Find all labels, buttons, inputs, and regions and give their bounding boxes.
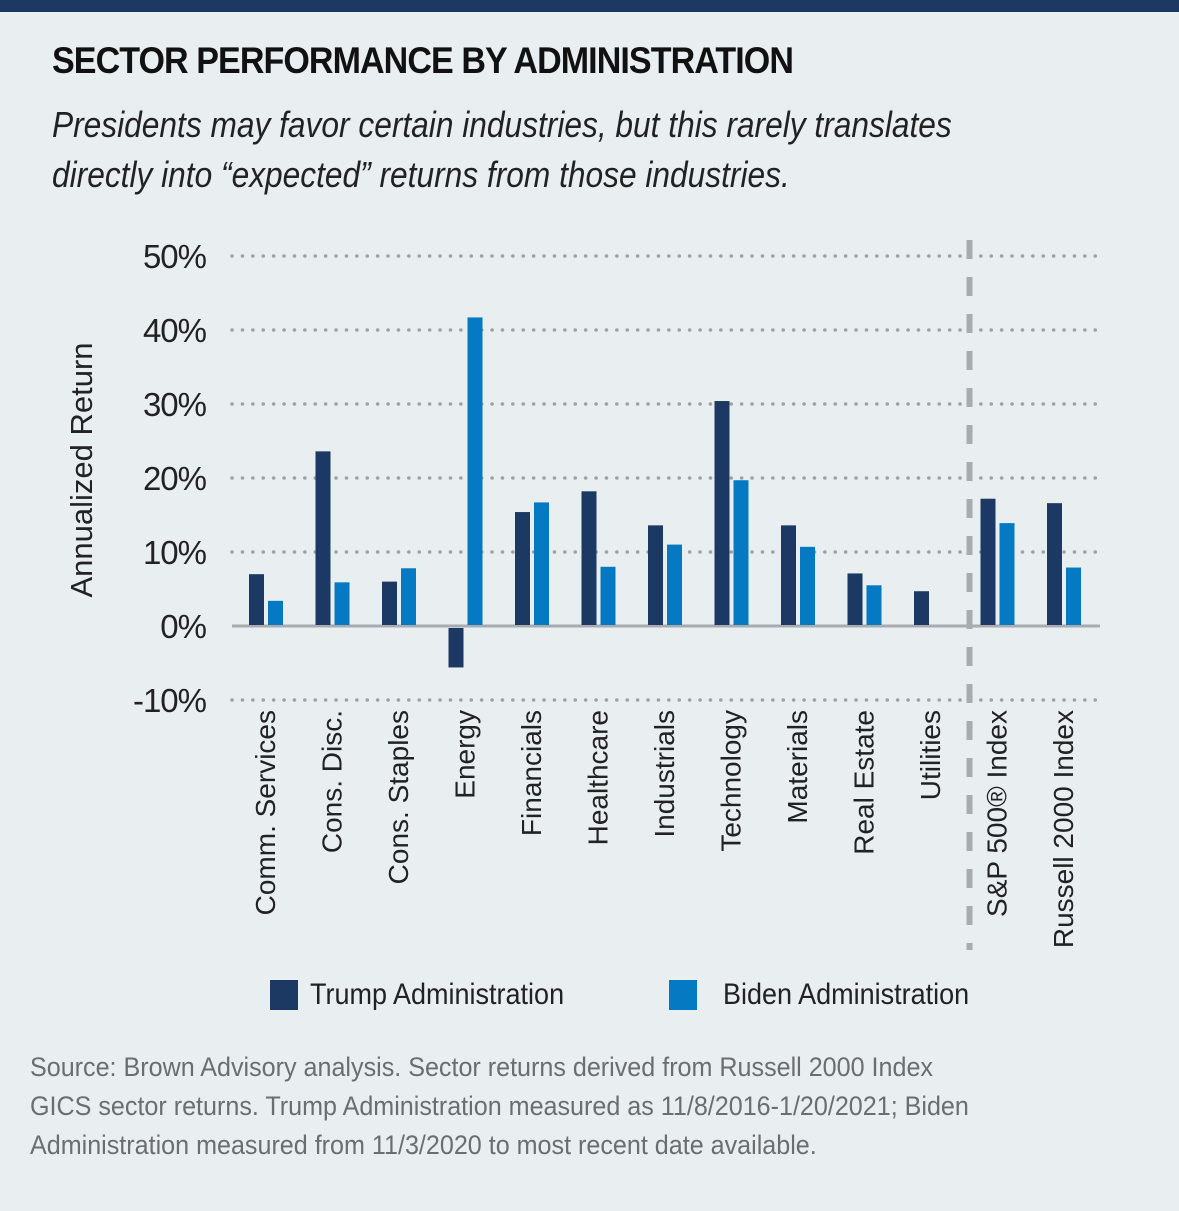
x-tick-label: Materials bbox=[782, 710, 813, 824]
bar-trump bbox=[914, 591, 929, 625]
x-tick-label: Cons. Disc. bbox=[317, 710, 348, 853]
x-tick-label: Utilities bbox=[915, 710, 946, 800]
legend-swatch-biden bbox=[669, 980, 697, 1010]
bar-biden bbox=[534, 502, 549, 625]
bar-biden bbox=[866, 585, 882, 625]
source-line: Source: Brown Advisory analysis. Sector … bbox=[30, 1052, 933, 1082]
x-tick-label: Industrials bbox=[649, 710, 680, 838]
bar-biden bbox=[600, 566, 616, 625]
legend-label-biden: Biden Administration bbox=[723, 978, 970, 1011]
bar-trump bbox=[315, 451, 331, 625]
x-tick-label: Energy bbox=[450, 710, 481, 799]
x-tick-label: S&P 500® Index bbox=[982, 710, 1013, 917]
bar-trump bbox=[515, 512, 530, 625]
bar-trump bbox=[781, 525, 796, 625]
bar-biden bbox=[334, 582, 350, 625]
x-tick-label: Financials bbox=[516, 710, 547, 836]
y-tick-label: 10% bbox=[143, 534, 207, 571]
x-tick-label: Technology bbox=[716, 710, 747, 852]
bar-trump bbox=[581, 491, 597, 625]
x-tick-label: Russell 2000 Index bbox=[1048, 710, 1079, 948]
chart-title: SECTOR PERFORMANCE BY ADMINISTRATION bbox=[52, 40, 794, 81]
y-tick-label: 30% bbox=[143, 386, 207, 423]
source-line: Administration measured from 11/3/2020 t… bbox=[30, 1130, 817, 1160]
chart-subtitle: Presidents may favor certain industries,… bbox=[52, 100, 1064, 200]
bar-chart: 50% 40% 30% 20% 10% 0% -10% Comm. Services Cons… bbox=[64, 238, 1102, 950]
bar-biden bbox=[268, 600, 283, 625]
legend-label-trump: Trump Administration bbox=[310, 978, 565, 1011]
bar-trump bbox=[648, 525, 663, 625]
y-tick-label: -10% bbox=[133, 682, 207, 719]
y-tick-label: 20% bbox=[143, 460, 207, 497]
source-note: Source: Brown Advisory analysis. Sector … bbox=[30, 1048, 1146, 1165]
bar-trump bbox=[448, 628, 464, 668]
legend-item-biden: Biden Administration bbox=[669, 978, 997, 1012]
y-tick-label: 50% bbox=[143, 238, 207, 275]
bar-biden bbox=[733, 480, 749, 625]
bar-biden bbox=[999, 523, 1015, 625]
x-tick-label: Healthcare bbox=[583, 710, 614, 845]
bar-trump bbox=[1047, 503, 1062, 625]
x-tick-label: Cons. Staples bbox=[383, 710, 414, 884]
legend: Trump Administration Biden Administratio… bbox=[0, 978, 1179, 1018]
y-axis-label: Annualized Return bbox=[64, 342, 99, 597]
subtitle-line: directly into “expected” returns from th… bbox=[52, 154, 790, 195]
source-line: GICS sector returns. Trump Administratio… bbox=[30, 1091, 969, 1121]
bar-biden bbox=[800, 546, 815, 625]
y-tick-label: 0% bbox=[160, 608, 206, 645]
bar-trump bbox=[714, 401, 730, 625]
x-tick-label: Comm. Services bbox=[250, 710, 281, 915]
subtitle-line: Presidents may favor certain industries,… bbox=[52, 104, 952, 145]
x-tick-label: Real Estate bbox=[849, 710, 880, 855]
legend-item-trump: Trump Administration bbox=[270, 978, 592, 1012]
bar-trump bbox=[847, 573, 863, 625]
legend-swatch-trump bbox=[270, 980, 298, 1010]
y-tick-label: 40% bbox=[143, 312, 207, 349]
bar-biden bbox=[667, 544, 682, 625]
top-accent-bar bbox=[0, 0, 1179, 12]
bar-biden bbox=[467, 317, 483, 625]
bar-biden bbox=[401, 568, 416, 625]
bar-trump bbox=[382, 581, 397, 625]
bar-biden bbox=[1066, 567, 1081, 625]
bar-trump bbox=[980, 498, 996, 625]
bar-trump bbox=[249, 574, 264, 625]
